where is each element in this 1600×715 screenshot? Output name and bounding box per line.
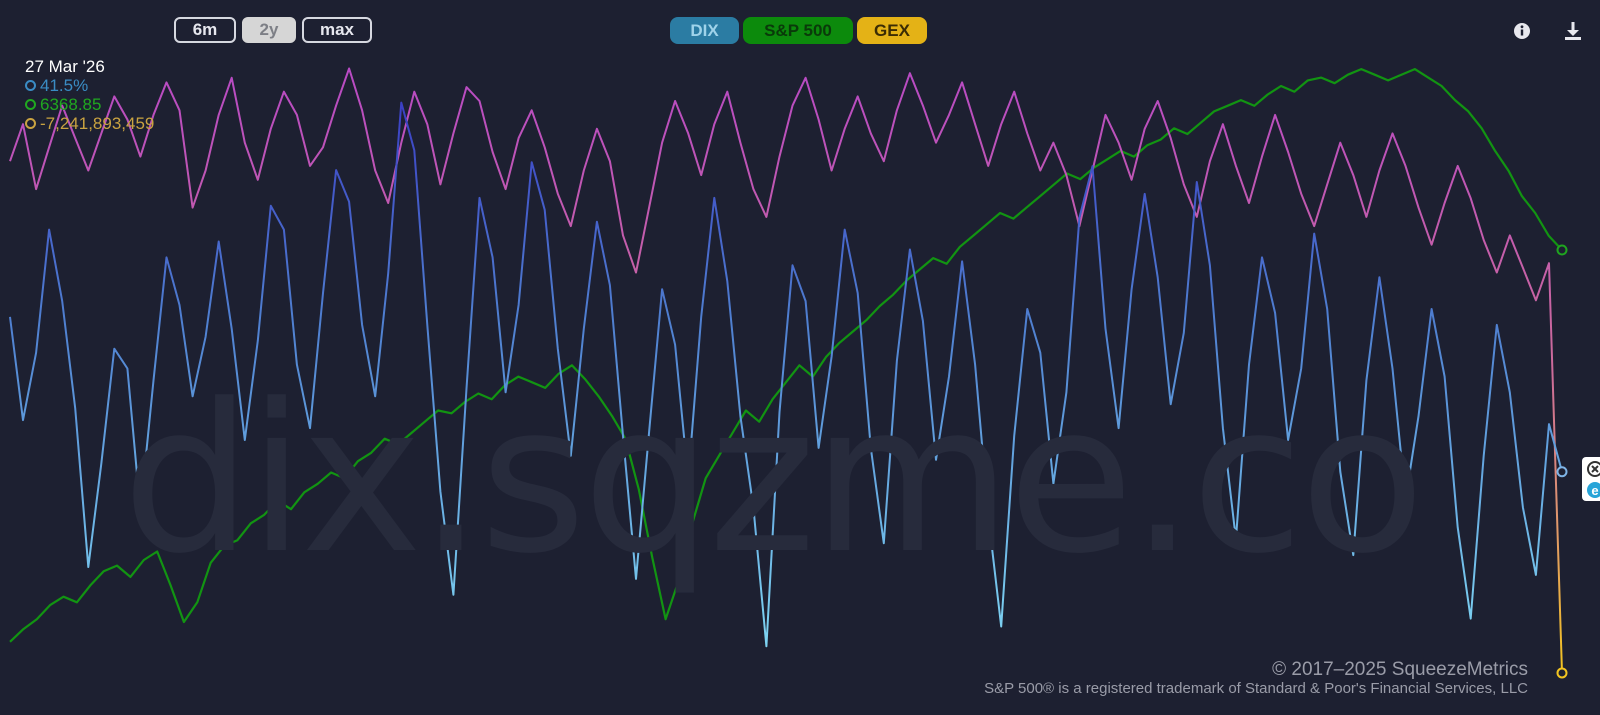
- tooltip-gex-value: -7,241,893,459: [40, 114, 155, 133]
- gex-line: [9, 67, 1563, 673]
- range-selector: 6m 2y max: [174, 17, 372, 43]
- range-6m-button[interactable]: 6m: [174, 17, 236, 43]
- tooltip-dix-row: 41.5%: [25, 76, 154, 95]
- range-max-button[interactable]: max: [302, 17, 372, 43]
- tooltip-date: 27 Mar '26: [25, 57, 105, 76]
- tooltip-spx-value: 6368.85: [40, 95, 102, 114]
- download-icon[interactable]: [1562, 20, 1584, 42]
- tooltip-gex-row: -7,241,893,459: [25, 114, 154, 133]
- gex-endpoint-marker: [1556, 667, 1568, 679]
- hover-tooltip: 27 Mar '26 41.5% 6368.85 -7,241,893,459: [25, 57, 154, 133]
- range-2y-button[interactable]: 2y: [242, 17, 296, 43]
- dix-endpoint-marker: [1556, 466, 1568, 478]
- dix-marker-icon: [25, 80, 36, 91]
- dix-line: [9, 101, 1563, 648]
- svg-text:e: e: [1591, 483, 1598, 498]
- trademark-text: S&P 500® is a registered trademark of St…: [984, 680, 1528, 697]
- tooltip-dix-value: 41.5%: [40, 76, 89, 95]
- gex-toggle-button[interactable]: GEX: [857, 17, 927, 44]
- tooltip-spx-row: 6368.85: [25, 95, 154, 114]
- spx-line: [9, 68, 1563, 643]
- dix-toggle-button[interactable]: DIX: [670, 17, 739, 44]
- spx-endpoint-marker: [1556, 244, 1568, 256]
- copyright-text: © 2017–2025 SqueezeMetrics: [1272, 659, 1528, 680]
- gex-marker-icon: [25, 118, 36, 129]
- side-tab[interactable]: e: [1582, 457, 1600, 501]
- spx-marker-icon: [25, 99, 36, 110]
- series-toggle-group: DIX S&P 500 GEX: [670, 17, 927, 44]
- spx-toggle-button[interactable]: S&P 500: [743, 17, 853, 44]
- info-icon[interactable]: [1511, 20, 1533, 42]
